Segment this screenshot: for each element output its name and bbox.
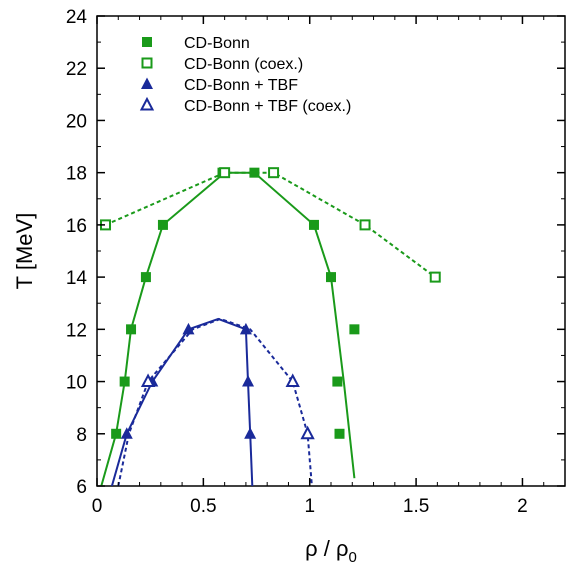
- series-cd-bonn-tbf: [121, 323, 256, 439]
- legend-label: CD-Bonn + TBF: [184, 77, 298, 94]
- legend-item-cd-bonn: CD-Bonn: [142, 35, 250, 52]
- legend: CD-Bonn CD-Bonn (coex.) CD-Bonn + TBF CD-Bo…: [141, 35, 351, 115]
- data-point: [287, 376, 298, 387]
- curve-cd-bonn-tbf-coex: [118, 319, 312, 486]
- series-cd-bonn: [111, 168, 359, 439]
- y-tick-label: 22: [66, 59, 87, 80]
- curves: [101, 173, 435, 486]
- x-tick-label: 0: [92, 496, 103, 517]
- data-point: [126, 324, 136, 334]
- data-point: [242, 375, 254, 387]
- data-point: [111, 429, 121, 439]
- y-tick-label: 12: [66, 320, 87, 341]
- y-tick-label: 6: [76, 477, 87, 498]
- data-point: [120, 377, 130, 387]
- x-axis-label-subscript: 0: [349, 549, 357, 566]
- x-axis-label-main: ρ / ρ: [305, 536, 348, 561]
- y-tick-label: 20: [66, 111, 87, 132]
- legend-label: CD-Bonn + TBF (coex.): [184, 98, 351, 115]
- data-point: [332, 377, 342, 387]
- data-point: [335, 429, 345, 439]
- data-point: [269, 168, 278, 177]
- y-axis-label: T [MeV]: [12, 213, 37, 290]
- series-cd-bonn-coex: [101, 168, 440, 281]
- plot-area: [97, 16, 565, 486]
- curve-cd-bonn: [101, 173, 354, 486]
- data-point: [302, 428, 313, 439]
- data-point: [249, 168, 259, 178]
- legend-marker: [143, 59, 152, 68]
- legend-label: CD-Bonn (coex.): [184, 56, 303, 73]
- data-point: [309, 220, 319, 230]
- legend-label: CD-Bonn: [184, 35, 250, 52]
- x-tick-label: 0.5: [190, 496, 216, 517]
- y-tick-label: 14: [66, 268, 88, 289]
- y-tick-label: 10: [66, 373, 87, 394]
- plot-frame: [97, 16, 565, 486]
- data-point: [431, 273, 440, 282]
- data-point: [141, 272, 151, 282]
- legend-marker: [142, 99, 153, 110]
- legend-item-cd-bonn-tbf: CD-Bonn + TBF: [141, 77, 298, 94]
- legend-item-cd-bonn-tbf-coex: CD-Bonn + TBF (coex.): [142, 98, 352, 115]
- x-axis: 0 0.5 1 1.5 2: [92, 16, 544, 517]
- x-axis-label: ρ / ρ0: [305, 536, 357, 566]
- data-point: [326, 272, 336, 282]
- y-axis: 6 8 10 12 14 16 18 20 22 24: [66, 7, 565, 498]
- series-cd-bonn-tbf-coex: [143, 376, 314, 439]
- x-tick-label: 2: [517, 496, 528, 517]
- data-point: [349, 324, 359, 334]
- x-tick-label: 1: [304, 496, 315, 517]
- y-tick-label: 8: [76, 425, 87, 446]
- data-point: [220, 168, 229, 177]
- x-tick-label: 1.5: [403, 496, 429, 517]
- data-point: [361, 220, 370, 229]
- curve-cd-bonn-tbf: [112, 319, 252, 486]
- curve-cd-bonn-coex: [106, 173, 436, 277]
- legend-marker: [142, 37, 152, 47]
- y-tick-label: 16: [66, 216, 87, 237]
- data-point: [158, 220, 168, 230]
- legend-item-cd-bonn-coex: CD-Bonn (coex.): [143, 56, 304, 73]
- markers: [101, 168, 440, 439]
- y-tick-label: 24: [66, 7, 88, 28]
- data-point: [244, 427, 256, 439]
- y-tick-label: 18: [66, 164, 87, 185]
- legend-marker: [141, 78, 153, 90]
